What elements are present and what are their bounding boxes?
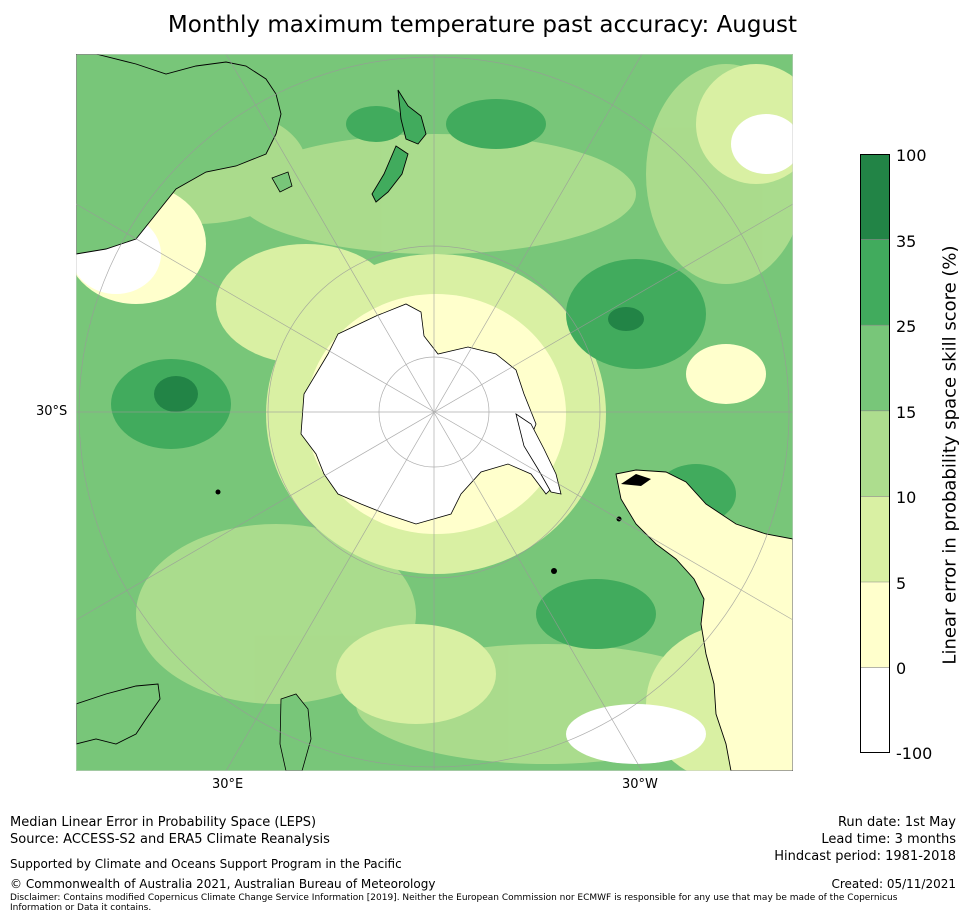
tasmania-land: [271, 171, 293, 193]
footer-copyright: © Commonwealth of Australia 2021, Austra…: [10, 877, 436, 891]
colorbar-tick-0: 0: [896, 659, 907, 678]
australia-land: [76, 54, 282, 255]
colorbar-bin-5-10: [860, 496, 890, 582]
lon-label-30w: 30°W: [622, 777, 658, 792]
lead-time: Lead time: 3 months: [821, 832, 956, 847]
colorbar: [860, 154, 890, 753]
footer-disclaimer-line1: Disclaimer: Contains modified Copernicus…: [10, 893, 898, 903]
lon-label-30e: 30°E: [212, 777, 244, 792]
colorbar-bin-10-15: [860, 410, 890, 497]
colorbar-tick-35: 35: [896, 232, 917, 251]
footer-source: Source: ACCESS-S2 and ERA5 Climate Reana…: [10, 832, 330, 847]
footer-leps: Median Linear Error in Probability Space…: [10, 815, 317, 830]
footer-support: Supported by Climate and Oceans Support …: [10, 857, 402, 871]
colorbar-tick-25: 25: [896, 317, 917, 336]
colorbar-tick-15: 15: [896, 403, 917, 422]
colorbar-label: Linear error in probability space skill …: [939, 245, 961, 665]
colorbar-tick-neg100: -100: [896, 744, 933, 763]
antarctic-peninsula: [515, 413, 562, 495]
colorbar-bin-35-100: [860, 154, 890, 240]
africa-land: [76, 683, 161, 745]
colorbar-bin-15-25: [860, 325, 890, 411]
colorbar-bin-neg100-0: [860, 667, 890, 753]
map-title: Monthly maximum temperature past accurac…: [167, 12, 798, 38]
created-date: Created: 05/11/2021: [831, 877, 956, 891]
footer-disclaimer-line2: Information or Data it contains.: [10, 903, 152, 913]
colorbar-tick-5: 5: [896, 574, 907, 593]
skill-map: [76, 54, 793, 771]
colorbar-tick-100: 100: [896, 146, 927, 165]
lat-label-30s: 30°S: [36, 404, 68, 419]
new-zealand-land: [371, 89, 427, 203]
colorbar-bin-0-5: [860, 582, 890, 668]
graticule: [76, 54, 793, 771]
colorbar-bin-25-35: [860, 239, 890, 326]
run-date: Run date: 1st May: [837, 815, 956, 830]
colorbar-tick-10: 10: [896, 488, 917, 507]
antarctica-land: [300, 303, 557, 525]
madagascar-land: [279, 693, 312, 771]
south-america-land: [615, 469, 793, 771]
hindcast-period: Hindcast period: 1981-2018: [774, 849, 956, 864]
